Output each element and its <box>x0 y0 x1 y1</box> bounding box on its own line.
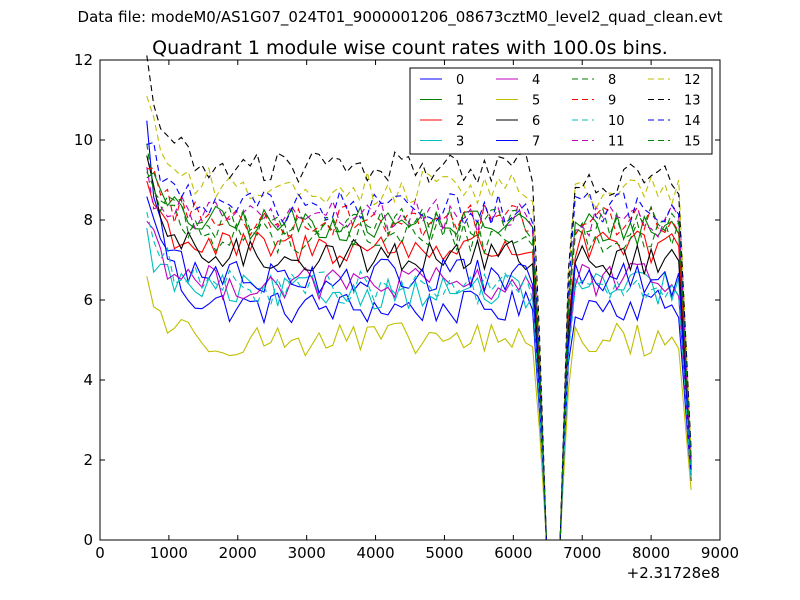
series-line-7 <box>146 196 692 541</box>
series-line-12 <box>146 96 692 541</box>
series-line-13 <box>146 55 692 541</box>
legend-label: 11 <box>608 135 625 150</box>
x-tick-label: 1000 <box>150 544 188 562</box>
x-tick-label: 7000 <box>563 544 601 562</box>
legend-label: 10 <box>608 114 625 129</box>
series-line-10 <box>146 211 692 541</box>
series-line-6 <box>146 155 692 541</box>
y-tick-label: 0 <box>83 531 93 549</box>
legend-label: 14 <box>684 114 701 129</box>
legend-label: 12 <box>684 73 701 88</box>
series-line-2 <box>146 180 692 541</box>
series-line-5 <box>146 276 692 541</box>
series-line-8 <box>146 143 692 541</box>
legend-label: 2 <box>456 114 464 129</box>
chart-title: Quadrant 1 module wise count rates with … <box>152 37 668 59</box>
legend-label: 13 <box>684 94 701 109</box>
y-tick-label: 12 <box>74 51 93 69</box>
legend-label: 0 <box>456 73 464 88</box>
series-line-1 <box>146 171 692 541</box>
x-tick-label: 9000 <box>701 544 739 562</box>
x-axis-offset-label: +2.31728e8 <box>627 564 720 582</box>
series-line-3 <box>146 228 692 541</box>
suptitle: Data file: modeM0/AS1G07_024T01_90000012… <box>77 8 723 26</box>
legend-label: 6 <box>532 114 540 129</box>
y-tick-label: 4 <box>83 371 93 389</box>
x-tick-label: 8000 <box>632 544 670 562</box>
y-tick-label: 10 <box>74 131 93 149</box>
x-tick-label: 4000 <box>356 544 394 562</box>
series-line-4 <box>146 220 692 541</box>
legend-label: 9 <box>608 94 616 109</box>
x-tick-label: 5000 <box>425 544 463 562</box>
legend-label: 4 <box>532 73 540 88</box>
series-line-15 <box>146 171 692 541</box>
plot-series-group <box>146 55 692 541</box>
legend-label: 7 <box>532 135 540 150</box>
legend-box <box>409 67 713 155</box>
series-line-14 <box>146 141 692 541</box>
x-tick-label: 0 <box>95 544 105 562</box>
series-line-11 <box>146 167 692 541</box>
legend-label: 5 <box>532 94 540 109</box>
legend-label: 3 <box>456 135 464 150</box>
x-tick-label: 6000 <box>494 544 532 562</box>
y-tick-label: 2 <box>83 451 93 469</box>
legend-label: 15 <box>684 135 701 150</box>
y-tick-label: 6 <box>83 291 93 309</box>
y-tick-label: 8 <box>83 211 93 229</box>
x-tick-label: 3000 <box>288 544 326 562</box>
series-line-0 <box>146 120 692 541</box>
x-tick-label: 2000 <box>219 544 257 562</box>
legend-label: 1 <box>456 94 464 109</box>
axis-ticks: 0 1000 2000 3000 4000 5000 6000 7000 8000 9000 0 2 4… <box>74 51 739 562</box>
legend-label: 8 <box>608 73 616 88</box>
